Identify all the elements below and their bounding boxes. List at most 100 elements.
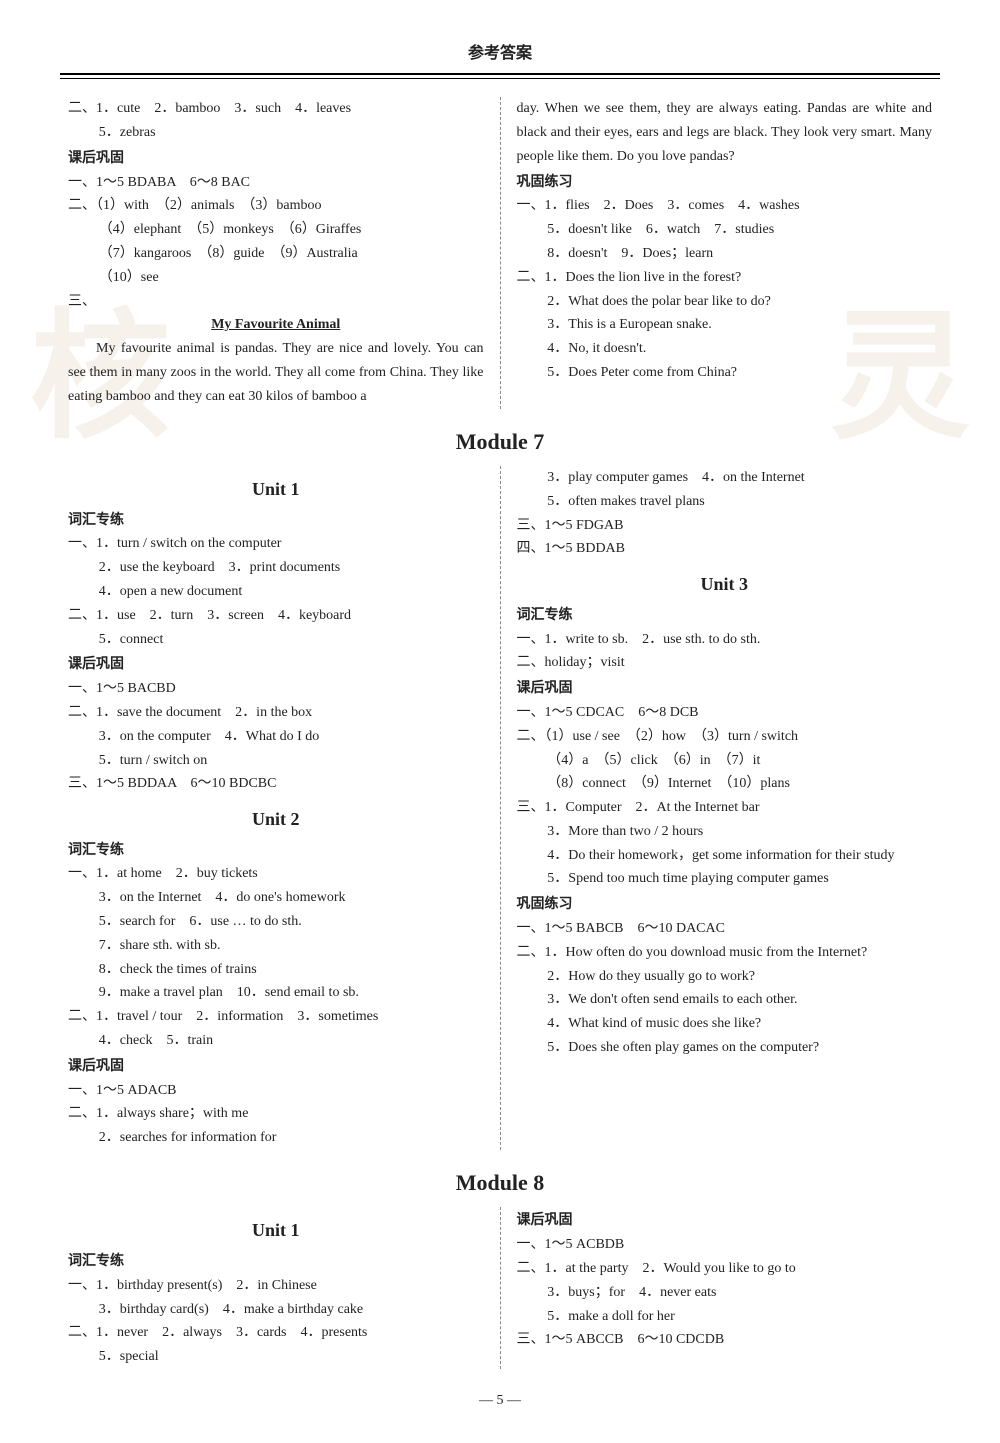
text-line: （8）connect （9）Internet （10）plans	[517, 772, 933, 796]
section-heading: 词汇专练	[68, 1250, 484, 1274]
text-line: 三、	[68, 290, 484, 314]
text-line: 5．often makes travel plans	[517, 490, 933, 514]
unit-1-title: Unit 1	[68, 1215, 484, 1246]
text-line: 一、1．flies 2．Does 3．comes 4．washes	[517, 194, 933, 218]
header-rule	[60, 78, 940, 79]
text-line: 3．on the Internet 4．do one's homework	[68, 886, 484, 910]
top-columns: 二、1．cute 2．bamboo 3．such 4．leaves 5．zebr…	[60, 97, 940, 408]
page-header-title: 参考答案	[60, 40, 940, 75]
text-line: 5．search for 6．use … to do sth.	[68, 910, 484, 934]
section-heading: 课后巩固	[68, 1055, 484, 1079]
text-line: 4．No, it doesn't.	[517, 337, 933, 361]
text-line: 二、1．at the party 2．Would you like to go …	[517, 1257, 933, 1281]
page-number: — 5 —	[60, 1389, 940, 1413]
essay-paragraph: My favourite animal is pandas. They are …	[68, 337, 484, 408]
essay-title: My Favourite Animal	[68, 313, 484, 337]
text-line: 3．buys；for 4．never eats	[517, 1281, 933, 1305]
text-line: 5．Does she often play games on the compu…	[517, 1036, 933, 1060]
text-line: 2．use the keyboard 3．print documents	[68, 556, 484, 580]
text-line: 2．searches for information for	[68, 1126, 484, 1150]
text-line: 三、1～5 ABCCB 6～10 CDCDB	[517, 1328, 933, 1352]
module-8-columns: Unit 1 词汇专练 一、1．birthday present(s) 2．in…	[60, 1207, 940, 1369]
text-line: （7）kangaroos （8）guide （9）Australia	[68, 242, 484, 266]
section-heading: 词汇专练	[68, 509, 484, 533]
text-line: 二、holiday；visit	[517, 651, 933, 675]
text-line: 3．We don't often send emails to each oth…	[517, 988, 933, 1012]
text-line: 一、1～5 CDCAC 6～8 DCB	[517, 701, 933, 725]
text-line: （4）elephant （5）monkeys （6）Giraffes	[68, 218, 484, 242]
text-line: （4）a （5）click （6）in （7）it	[517, 749, 933, 773]
section-heading: 课后巩固	[517, 1209, 933, 1233]
section-heading: 课后巩固	[68, 653, 484, 677]
text-line: 4．What kind of music does she like?	[517, 1012, 933, 1036]
text-line: 一、1～5 ACBDB	[517, 1233, 933, 1257]
text-line: 5．connect	[68, 628, 484, 652]
text-line: 二、（1）use / see （2）how （3）turn / switch	[517, 725, 933, 749]
text-line: 三、1．Computer 2．At the Internet bar	[517, 796, 933, 820]
text-line: 二、1．save the document 2．in the box	[68, 701, 484, 725]
text-line: 8．check the times of trains	[68, 958, 484, 982]
text-line: 5．Spend too much time playing computer g…	[517, 867, 933, 891]
top-right-column: day. When we see them, they are always e…	[501, 97, 941, 408]
text-line: 一、1．turn / switch on the computer	[68, 532, 484, 556]
module-7-columns: Unit 1 词汇专练 一、1．turn / switch on the com…	[60, 466, 940, 1150]
text-line: 7．share sth. with sb.	[68, 934, 484, 958]
text-line: 二、1．Does the lion live in the forest?	[517, 266, 933, 290]
text-line: 2．How do they usually go to work?	[517, 965, 933, 989]
text-line: 3．More than two / 2 hours	[517, 820, 933, 844]
text-line: （10）see	[68, 266, 484, 290]
text-line: 一、1～5 ADACB	[68, 1079, 484, 1103]
section-heading: 巩固练习	[517, 893, 933, 917]
text-line: 一、1～5 BABCB 6～10 DACAC	[517, 917, 933, 941]
unit-1-title: Unit 1	[68, 474, 484, 505]
text-line: 5．doesn't like 6．watch 7．studies	[517, 218, 933, 242]
text-line: 4．Do their homework，get some information…	[517, 844, 933, 868]
text-line: 一、1．write to sb. 2．use sth. to do sth.	[517, 628, 933, 652]
module-8-title: Module 8	[60, 1164, 940, 1201]
text-line: 4．open a new document	[68, 580, 484, 604]
page-content: 参考答案 二、1．cute 2．bamboo 3．such 4．leaves 5…	[60, 40, 940, 1413]
text-line: 一、1．birthday present(s) 2．in Chinese	[68, 1274, 484, 1298]
text-line: 一、1～5 BACBD	[68, 677, 484, 701]
text-line: 8．doesn't 9．Does；learn	[517, 242, 933, 266]
text-line: 5．Does Peter come from China?	[517, 361, 933, 385]
text-line: 4．check 5．train	[68, 1029, 484, 1053]
text-line: 5．make a doll for her	[517, 1305, 933, 1329]
text-line: 一、1～5 BDABA 6～8 BAC	[68, 171, 484, 195]
m7-right-column: 3．play computer games 4．on the Internet …	[501, 466, 941, 1150]
text-line: 二、1．use 2．turn 3．screen 4．keyboard	[68, 604, 484, 628]
text-line: 5．turn / switch on	[68, 749, 484, 773]
top-left-column: 二、1．cute 2．bamboo 3．such 4．leaves 5．zebr…	[60, 97, 501, 408]
text-line: 2．What does the polar bear like to do?	[517, 290, 933, 314]
section-heading: 课后巩固	[517, 677, 933, 701]
text-line: 3．birthday card(s) 4．make a birthday cak…	[68, 1298, 484, 1322]
text-line: 5．zebras	[68, 121, 484, 145]
text-line: 二、1．How often do you download music from…	[517, 941, 933, 965]
essay-paragraph: day. When we see them, they are always e…	[517, 97, 933, 168]
text-line: 9．make a travel plan 10．send email to sb…	[68, 981, 484, 1005]
text-line: 二、1．travel / tour 2．information 3．someti…	[68, 1005, 484, 1029]
text-line: 3．on the computer 4．What do I do	[68, 725, 484, 749]
text-line: 3．play computer games 4．on the Internet	[517, 466, 933, 490]
text-line: 二、1．never 2．always 3．cards 4．presents	[68, 1321, 484, 1345]
m7-left-column: Unit 1 词汇专练 一、1．turn / switch on the com…	[60, 466, 501, 1150]
m8-right-column: 课后巩固 一、1～5 ACBDB 二、1．at the party 2．Woul…	[501, 1207, 941, 1369]
text-line: 三、1～5 FDGAB	[517, 514, 933, 538]
text-line: 二、1．cute 2．bamboo 3．such 4．leaves	[68, 97, 484, 121]
text-line: 3．This is a European snake.	[517, 313, 933, 337]
m8-left-column: Unit 1 词汇专练 一、1．birthday present(s) 2．in…	[60, 1207, 501, 1369]
section-heading: 巩固练习	[517, 171, 933, 195]
text-line: 5．special	[68, 1345, 484, 1369]
unit-3-title: Unit 3	[517, 569, 933, 600]
module-7-title: Module 7	[60, 423, 940, 460]
section-heading: 词汇专练	[68, 839, 484, 863]
item-marker: 三、	[68, 294, 96, 309]
text-line: 三、1～5 BDDAA 6～10 BDCBC	[68, 772, 484, 796]
text-line: 二、（1）with （2）animals （3）bamboo	[68, 194, 484, 218]
text-line: 二、1．always share；with me	[68, 1102, 484, 1126]
section-heading: 词汇专练	[517, 604, 933, 628]
section-heading: 课后巩固	[68, 147, 484, 171]
unit-2-title: Unit 2	[68, 804, 484, 835]
text-line: 四、1～5 BDDAB	[517, 537, 933, 561]
text-line: 一、1．at home 2．buy tickets	[68, 862, 484, 886]
